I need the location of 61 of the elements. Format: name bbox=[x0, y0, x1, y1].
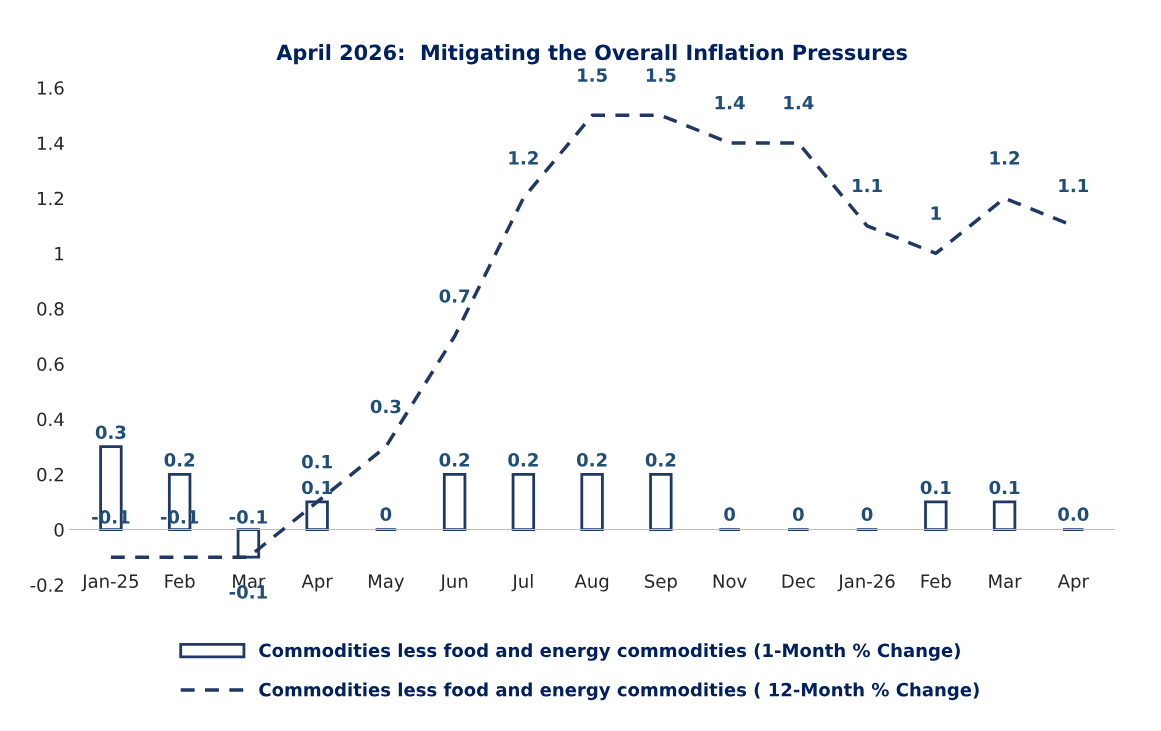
x-tick-label: May bbox=[368, 574, 405, 592]
x-tick-label: Sep bbox=[645, 574, 677, 592]
y-tick-label: -0.2 bbox=[30, 578, 63, 592]
x-tick-label: Jan-25 bbox=[81, 574, 138, 592]
data-label: 1.5 bbox=[646, 68, 676, 82]
x-tick-label: Jan-26 bbox=[837, 574, 895, 592]
data-label: 1.5 bbox=[578, 68, 607, 82]
data-label: 0.2 bbox=[645, 453, 676, 467]
chart-title: April 2026: Mitigating the Overall Inflation Pressures bbox=[276, 44, 907, 65]
data-label: 0.2 bbox=[439, 453, 470, 467]
bar bbox=[442, 472, 467, 531]
y-tick-label: 0 bbox=[54, 523, 64, 537]
y-tick-label: 1 bbox=[55, 247, 64, 261]
data-label: 1.4 bbox=[715, 96, 745, 110]
data-label: 0.2 bbox=[164, 453, 195, 467]
data-label: 0 bbox=[380, 507, 392, 521]
y-tick-label: 0.8 bbox=[37, 302, 64, 316]
data-label: 0.2 bbox=[508, 453, 538, 467]
data-label: 0.1 bbox=[302, 480, 332, 495]
data-label: 0.1 bbox=[989, 480, 1020, 495]
data-label: 1.4 bbox=[784, 96, 814, 110]
y-tick-label: 1.4 bbox=[38, 136, 64, 150]
bar bbox=[511, 472, 536, 531]
data-label: 0 bbox=[792, 507, 804, 521]
y-tick-label: 1.2 bbox=[38, 191, 63, 206]
x-tick-label: Jul bbox=[511, 574, 533, 592]
data-label: 0.2 bbox=[576, 453, 607, 467]
data-label: 1.1 bbox=[1059, 178, 1089, 193]
bar bbox=[924, 500, 948, 531]
data-label: -0.1 bbox=[229, 510, 267, 524]
data-label: 0.0 bbox=[1058, 507, 1089, 521]
bar bbox=[992, 500, 1017, 531]
bar bbox=[580, 472, 604, 531]
data-label: 0 bbox=[861, 507, 873, 521]
x-tick-label: Apr bbox=[1057, 574, 1089, 592]
data-label: 0 bbox=[724, 507, 736, 521]
data-label: 1 bbox=[931, 206, 941, 220]
bar bbox=[649, 472, 673, 531]
x-tick-label: Mar bbox=[989, 574, 1022, 588]
legend-label: Commodities less food and energy commodities ( 12-Month % Change) bbox=[259, 682, 979, 701]
data-label: 1.2 bbox=[509, 151, 538, 165]
x-tick-label: Dec bbox=[782, 574, 815, 588]
data-label: 0.3 bbox=[370, 399, 401, 414]
data-label: 1.2 bbox=[990, 151, 1019, 165]
y-tick-label: 0.2 bbox=[37, 467, 63, 482]
data-label: 0.3 bbox=[95, 425, 126, 440]
bar bbox=[305, 500, 329, 531]
data-label: 0.7 bbox=[439, 289, 470, 303]
x-tick-label: Apr bbox=[301, 574, 333, 592]
x-tick-label: Jun bbox=[439, 574, 468, 592]
legend-label: Commodities less food and energy commodities (1-Month % Change) bbox=[259, 643, 960, 661]
x-tick-label: Nov bbox=[713, 574, 747, 588]
x-tick-label: Aug bbox=[574, 574, 609, 592]
x-tick-label: Feb bbox=[921, 574, 951, 588]
y-tick-label: 1.6 bbox=[38, 81, 64, 95]
y-tick-label: 0.4 bbox=[37, 412, 64, 427]
data-label: 1.1 bbox=[853, 178, 882, 193]
data-label: 0.1 bbox=[302, 454, 332, 469]
y-tick-label: 0.6 bbox=[37, 357, 64, 371]
x-tick-label: Feb bbox=[165, 574, 195, 588]
data-label: 0.1 bbox=[920, 480, 951, 495]
